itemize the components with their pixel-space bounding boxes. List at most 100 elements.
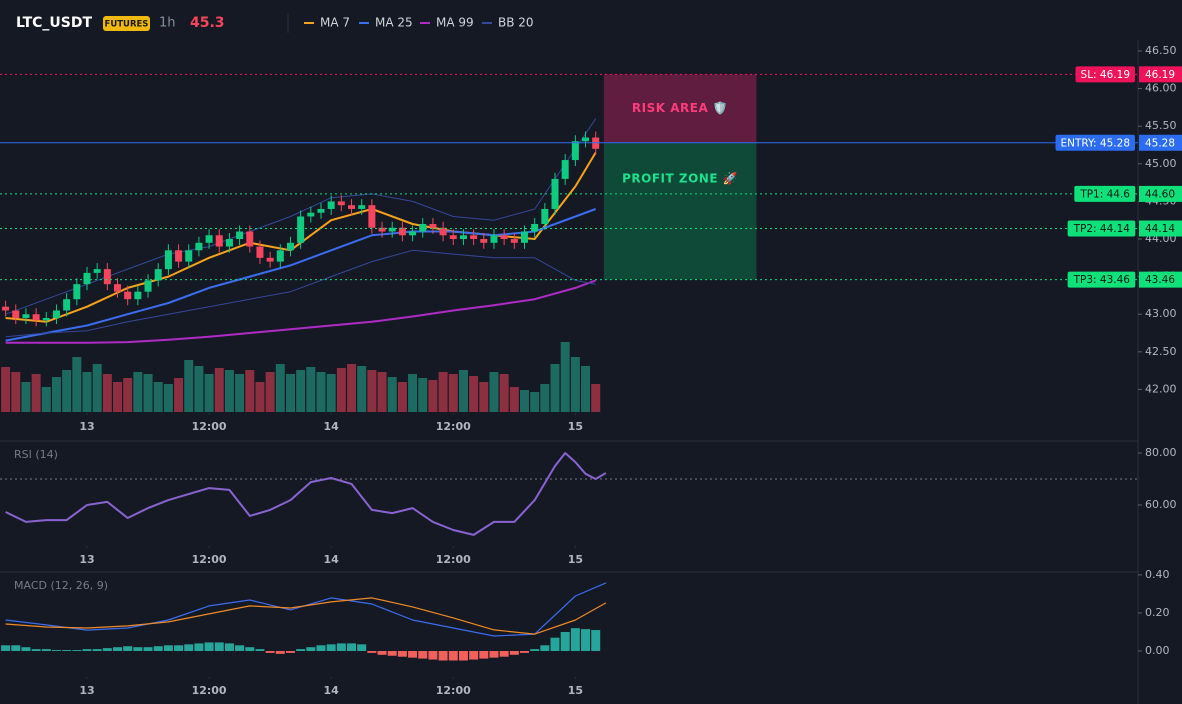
- histogram-bar: [438, 651, 448, 661]
- series-line: [5, 279, 597, 344]
- histogram-bar: [245, 647, 255, 651]
- candle-body: [449, 235, 457, 240]
- price-label-bg: [1139, 271, 1182, 288]
- volume-bar: [265, 372, 275, 412]
- candle-body: [582, 137, 590, 142]
- candle-body: [205, 235, 213, 243]
- histogram-bar: [458, 651, 468, 661]
- histogram-bar: [540, 645, 550, 651]
- volume-bar: [387, 377, 397, 412]
- x-tick-label: 13: [79, 684, 94, 697]
- y-tick-label: 42.50: [1145, 345, 1177, 358]
- candle-body: [358, 205, 366, 209]
- pane: [0, 452, 1138, 536]
- volume-bar: [296, 370, 306, 412]
- candle-body: [195, 242, 203, 251]
- level-tag: SL: 46.19: [1081, 69, 1130, 81]
- price-label: 46.19: [1145, 69, 1175, 81]
- histogram-bar: [408, 651, 418, 658]
- volume-bar: [245, 370, 255, 412]
- volume-bar: [408, 374, 418, 412]
- x-tick-label: 12:00: [192, 684, 227, 697]
- pane-title: MACD (12, 26, 9): [14, 579, 108, 592]
- candle-body: [42, 317, 50, 321]
- candle-body: [297, 216, 305, 243]
- histogram-bar: [1, 645, 11, 651]
- candle-body: [246, 231, 254, 247]
- x-tick-label: 14: [324, 684, 340, 697]
- candle-body: [470, 235, 478, 240]
- histogram-bar: [591, 630, 601, 651]
- price-label: 44.60: [1145, 188, 1175, 200]
- series-line: [5, 452, 607, 536]
- candle-body: [256, 246, 264, 258]
- zone-label: PROFIT ZONE 🚀: [622, 171, 738, 185]
- histogram-bar: [21, 647, 31, 651]
- histogram-bar: [296, 649, 306, 651]
- candle-body: [327, 201, 335, 209]
- volume-bar: [235, 374, 245, 412]
- zone: [603, 74, 757, 143]
- volume-bar: [11, 372, 21, 412]
- candle-body: [531, 223, 539, 232]
- histogram-bar: [143, 647, 153, 651]
- level-tag: TP3: 43.46: [1073, 274, 1131, 286]
- volume-bar: [184, 360, 194, 412]
- candle-body: [32, 314, 40, 321]
- y-tick-label: 0.40: [1145, 568, 1170, 581]
- histogram-bar: [367, 651, 377, 653]
- candle-body: [93, 269, 101, 273]
- volume-bar: [306, 367, 316, 412]
- volume-bar: [72, 357, 82, 412]
- y-tick-label: 80.00: [1145, 446, 1177, 459]
- histogram-bar: [489, 651, 499, 658]
- x-tick-label: 15: [568, 684, 583, 697]
- histogram-bar: [519, 651, 529, 653]
- candle-body: [348, 205, 356, 209]
- volume-bar: [397, 382, 407, 412]
- histogram-bar: [92, 649, 102, 651]
- level-tag-bg: [1055, 134, 1135, 151]
- volume-bar: [31, 374, 41, 412]
- candle-body: [52, 310, 60, 318]
- y-tick-label: 43.00: [1145, 307, 1177, 320]
- candle-body: [510, 239, 518, 243]
- volume-bar: [581, 366, 591, 412]
- volume-bar: [448, 374, 458, 412]
- volume-bar: [428, 380, 438, 412]
- candle-body: [480, 239, 488, 243]
- histogram-bar: [387, 651, 397, 656]
- histogram-bar: [509, 651, 519, 655]
- candle-body: [419, 223, 427, 232]
- volume-bar: [519, 390, 529, 412]
- histogram-bar: [530, 649, 540, 651]
- series-line: [5, 249, 596, 338]
- volume-bar: [41, 387, 51, 412]
- candle-body: [317, 208, 325, 213]
- volume-bar: [438, 372, 448, 412]
- candle-body: [134, 291, 142, 300]
- y-tick-label: 60.00: [1145, 498, 1177, 511]
- histogram-bar: [224, 643, 234, 651]
- histogram-bar: [72, 650, 82, 651]
- histogram-bar: [479, 651, 489, 659]
- histogram-bar: [560, 631, 570, 651]
- level-tag-bg: [1067, 220, 1136, 237]
- histogram-bar: [316, 645, 326, 651]
- volume-bar: [62, 370, 72, 412]
- histogram-bar: [184, 644, 194, 651]
- volume-bar: [204, 374, 214, 412]
- volume-bar: [530, 392, 540, 412]
- candle-body: [307, 212, 315, 217]
- histogram-bar: [31, 649, 41, 651]
- legend-label: MA 99: [436, 16, 474, 30]
- histogram-bar: [347, 643, 357, 651]
- volume-bar: [570, 357, 580, 412]
- candle-body: [225, 239, 233, 247]
- legend-label: BB 20: [498, 16, 534, 30]
- histogram-bar: [499, 651, 509, 657]
- x-tick-label: 12:00: [436, 420, 471, 433]
- volume-bar: [92, 364, 102, 412]
- level-tag: TP1: 44.6: [1079, 188, 1130, 200]
